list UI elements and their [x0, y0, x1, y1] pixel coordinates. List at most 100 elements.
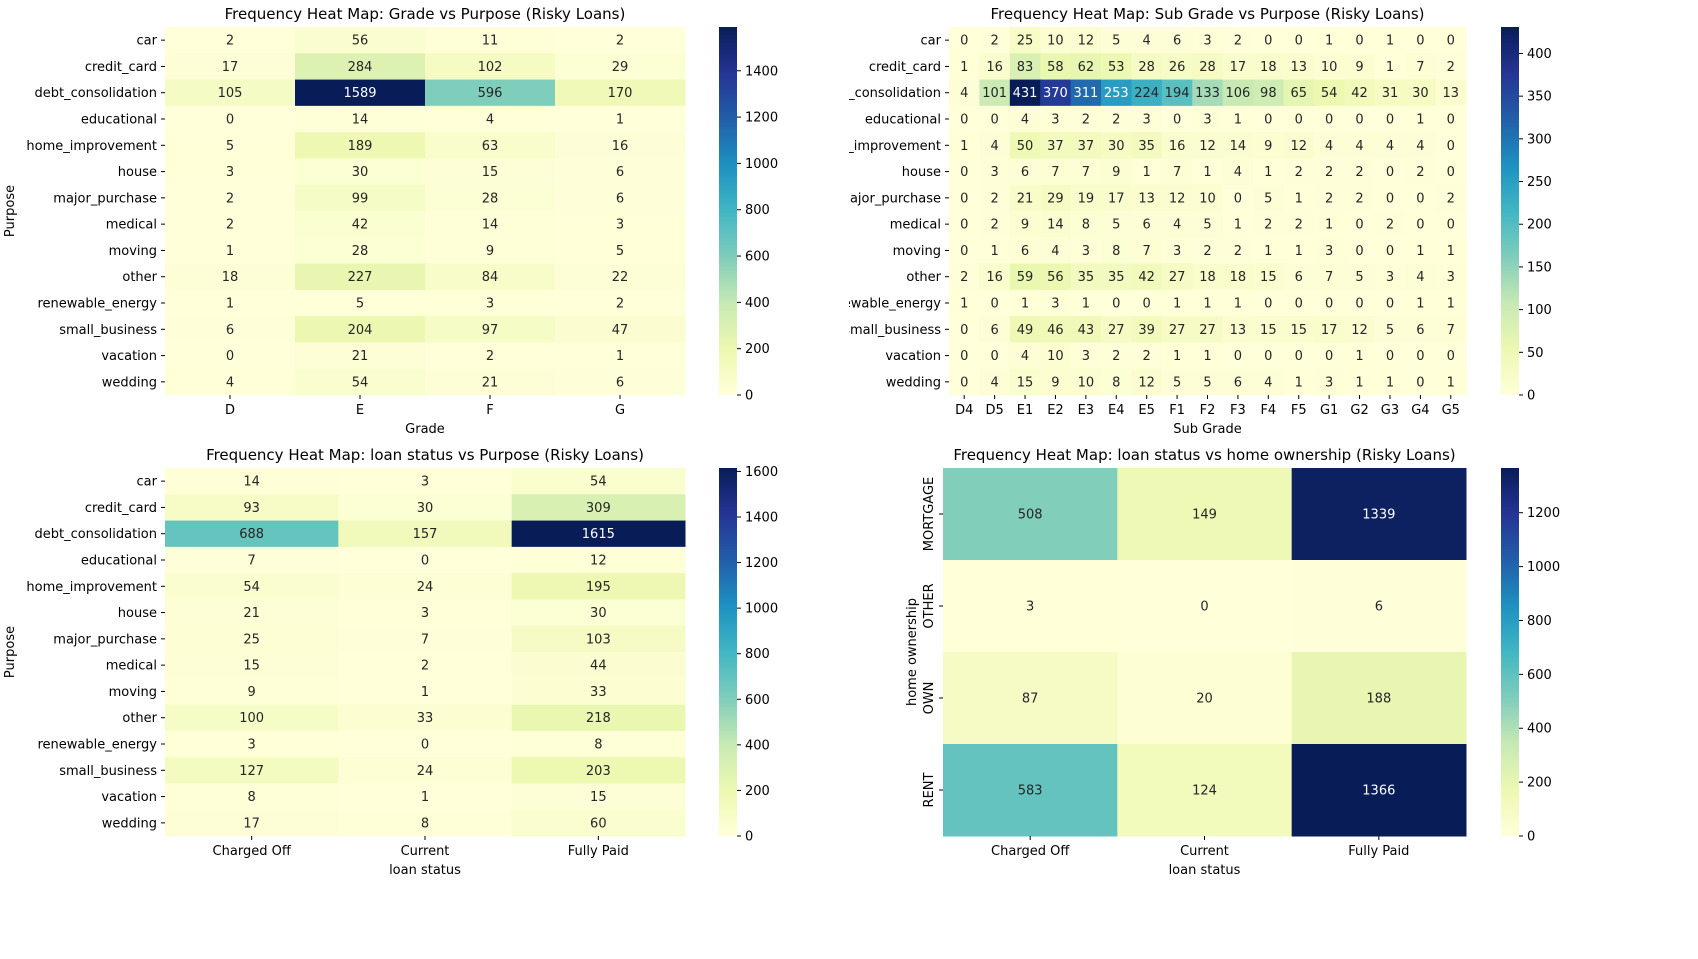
y-tick-label: renewable_energy — [849, 297, 941, 312]
heatmap-cell — [1040, 79, 1072, 107]
cell-value-label: 6 — [990, 323, 998, 338]
cell-value-label: 56 — [1047, 270, 1064, 285]
cell-value-label: 14 — [243, 475, 260, 490]
heatmap-cell — [511, 625, 686, 653]
colorbar-tick-label: 600 — [745, 693, 770, 708]
cell-value-label: 18 — [1199, 270, 1216, 285]
colorbar-tick-label: 1200 — [745, 556, 778, 571]
cell-value-label: 3 — [1143, 113, 1151, 128]
heatmap-cell — [1192, 263, 1224, 291]
colorbar-tick-label: 100 — [1527, 303, 1552, 318]
heatmap-cell — [1405, 211, 1437, 238]
heatmap-cell — [1131, 237, 1163, 265]
heatmap-cell — [1253, 79, 1285, 107]
cell-value-label: 0 — [960, 34, 968, 49]
cell-value-label: 3 — [1082, 244, 1090, 259]
heatmap-cell — [295, 53, 426, 81]
cell-value-label: 10 — [1199, 191, 1216, 206]
heatmap-cell — [1253, 263, 1285, 291]
heatmap-cell — [1101, 53, 1132, 81]
y-axis-label: home ownership — [905, 598, 920, 706]
heatmap-cell — [1253, 368, 1285, 396]
heatmap-cell — [165, 368, 296, 396]
cell-value-label: 1 — [226, 297, 234, 312]
heatmap-cell — [1009, 289, 1041, 317]
cell-value-label: 3 — [486, 297, 494, 312]
cell-value-label: 508 — [1018, 508, 1043, 523]
heatmap-cell — [1283, 263, 1315, 291]
heatmap-cell — [1192, 211, 1224, 238]
heatmap-cell — [338, 573, 513, 600]
cell-value-label: 0 — [960, 165, 968, 180]
cell-value-label: 10 — [1321, 60, 1338, 75]
heatmap-cell — [1435, 316, 1467, 343]
cell-value-label: 5 — [1112, 218, 1120, 233]
heatmap-cell — [1192, 342, 1224, 370]
heatmap-cell — [1131, 289, 1163, 317]
cell-value-label: 6 — [1173, 34, 1181, 49]
heatmap-cell — [1070, 53, 1102, 81]
heatmap-cell — [979, 105, 1011, 133]
cell-value-label: 18 — [1230, 270, 1247, 285]
cell-value-label: 42 — [1351, 86, 1368, 101]
y-tick-label: moving — [109, 244, 157, 259]
cell-value-label: 0 — [1200, 600, 1208, 615]
cell-value-label: 33 — [417, 711, 434, 726]
y-tick-label: major_purchase — [53, 632, 157, 647]
heatmap-cell — [1131, 27, 1163, 54]
heatmap-cell — [1435, 53, 1467, 81]
cell-value-label: 54 — [590, 475, 607, 490]
cell-value-label: 30 — [417, 501, 434, 516]
heatmap-cell — [949, 237, 980, 265]
cell-value-label: 17 — [222, 60, 239, 75]
heatmap-cell — [1101, 184, 1132, 212]
cell-value-label: 3 — [990, 165, 998, 180]
colorbar-tick-label: 150 — [1527, 260, 1552, 275]
cell-value-label: 0 — [1447, 139, 1455, 154]
cell-value-label: 4 — [1021, 349, 1029, 364]
heatmap-cell — [1435, 132, 1467, 159]
cell-value-label: 3 — [1447, 270, 1455, 285]
cell-value-label: 4 — [486, 113, 494, 128]
heatmap-cell — [425, 289, 556, 317]
cell-value-label: 35 — [1138, 139, 1155, 154]
heatmap-cell — [1313, 184, 1345, 212]
cell-value-label: 6 — [616, 191, 624, 206]
cell-value-label: 12 — [1351, 323, 1368, 338]
heatmap-cell — [1101, 158, 1132, 186]
heatmap-cell — [1070, 289, 1102, 317]
heatmap-cell — [1253, 132, 1285, 159]
colorbar-tick-label: 1000 — [745, 157, 778, 172]
cell-value-label: 0 — [960, 349, 968, 364]
cell-value-label: 62 — [1078, 60, 1095, 75]
heatmap-cell — [1283, 158, 1315, 186]
heatmap-cell — [511, 494, 686, 522]
heatmap-cell — [1374, 79, 1406, 107]
cell-value-label: 1 — [960, 297, 968, 312]
heatmap-cell — [1283, 368, 1315, 396]
colorbar-tick-label: 300 — [1527, 132, 1552, 147]
heatmap-cell — [511, 599, 686, 627]
cell-value-label: 43 — [1078, 323, 1095, 338]
heatmap-cell — [165, 573, 339, 600]
heatmap-cell — [165, 783, 339, 811]
chart-title: Frequency Heat Map: loan status vs home … — [953, 446, 1455, 464]
heatmap-cell — [1374, 158, 1406, 186]
cell-value-label: 15 — [590, 790, 607, 805]
cell-value-label: 58 — [1047, 60, 1064, 75]
cell-value-label: 1 — [1234, 297, 1242, 312]
cell-value-label: 84 — [482, 270, 499, 285]
cell-value-label: 227 — [348, 270, 373, 285]
cell-value-label: 33 — [590, 685, 607, 700]
heatmap-panel-status-home: Frequency Heat Map: loan status vs home … — [849, 446, 1698, 959]
heatmap-cell — [943, 652, 1118, 745]
x-tick-label: F3 — [1230, 403, 1246, 418]
cell-value-label: 18 — [1260, 60, 1277, 75]
cell-value-label: 0 — [990, 297, 998, 312]
heatmap-cell — [1291, 744, 1467, 837]
cell-value-label: 30 — [352, 165, 369, 180]
cell-value-label: 97 — [482, 323, 499, 338]
cell-value-label: 5 — [1112, 34, 1120, 49]
cell-value-label: 17 — [243, 816, 260, 831]
colorbar-tick-label: 1200 — [1527, 506, 1560, 521]
